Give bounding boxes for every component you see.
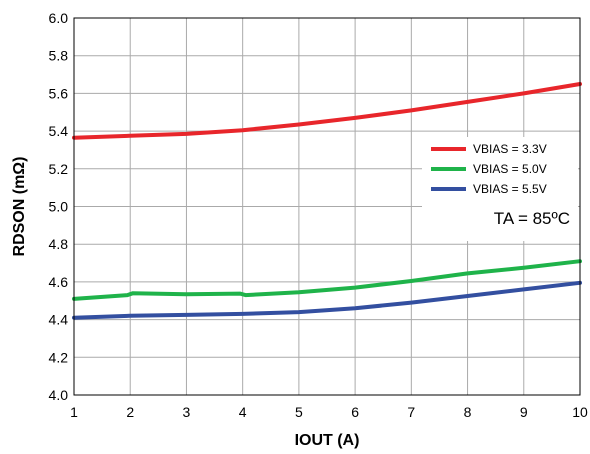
temperature-annotation: TA = 85ºC: [494, 209, 570, 228]
y-tick-label: 4.6: [49, 274, 69, 290]
x-tick-label: 8: [464, 404, 472, 420]
legend-label: VBIAS = 3.3V: [473, 142, 547, 156]
y-tick-label: 5.4: [49, 123, 69, 139]
legend-label: VBIAS = 5.5V: [473, 182, 547, 196]
y-tick-label: 5.6: [49, 85, 69, 101]
x-tick-label: 4: [239, 404, 247, 420]
series-lines: [72, 82, 582, 320]
plot-frame: [73, 17, 581, 396]
x-axis-title: IOUT (A): [295, 432, 360, 449]
x-tick-label: 2: [126, 404, 134, 420]
y-tick-label: 4.4: [49, 312, 69, 328]
legend: VBIAS = 3.3V VBIAS = 5.0V VBIAS = 5.5V: [422, 137, 578, 241]
y-tick-label: 5.2: [49, 161, 69, 177]
x-tick-label: 10: [572, 404, 588, 420]
x-tick-label: 1: [70, 404, 78, 420]
series-line-2: [72, 259, 582, 301]
y-tick-label: 4.2: [49, 349, 69, 365]
y-axis-title: RDSON (mΩ): [11, 157, 28, 257]
y-tick-labels: 4.0 4.2 4.4 4.6 4.8 5.0 5.2 5.4 5.6 5.8 6.0: [49, 10, 69, 403]
x-tick-labels: 1 2 3 4 5 6 7 8 9 10: [70, 404, 588, 420]
y-tick-label: 4.0: [49, 387, 69, 403]
series-line-1: [72, 82, 582, 140]
x-tick-label: 9: [520, 404, 528, 420]
x-tick-label: 5: [295, 404, 303, 420]
y-tick-label: 5.0: [49, 199, 69, 215]
legend-label: VBIAS = 5.0V: [473, 162, 547, 176]
series-line-3: [72, 280, 582, 320]
x-tick-label: 6: [351, 404, 359, 420]
y-tick-label: 4.8: [49, 236, 69, 252]
x-tick-label: 7: [407, 404, 415, 420]
y-tick-label: 5.8: [49, 48, 69, 64]
y-tick-label: 6.0: [49, 10, 69, 26]
x-tick-label: 3: [183, 404, 191, 420]
